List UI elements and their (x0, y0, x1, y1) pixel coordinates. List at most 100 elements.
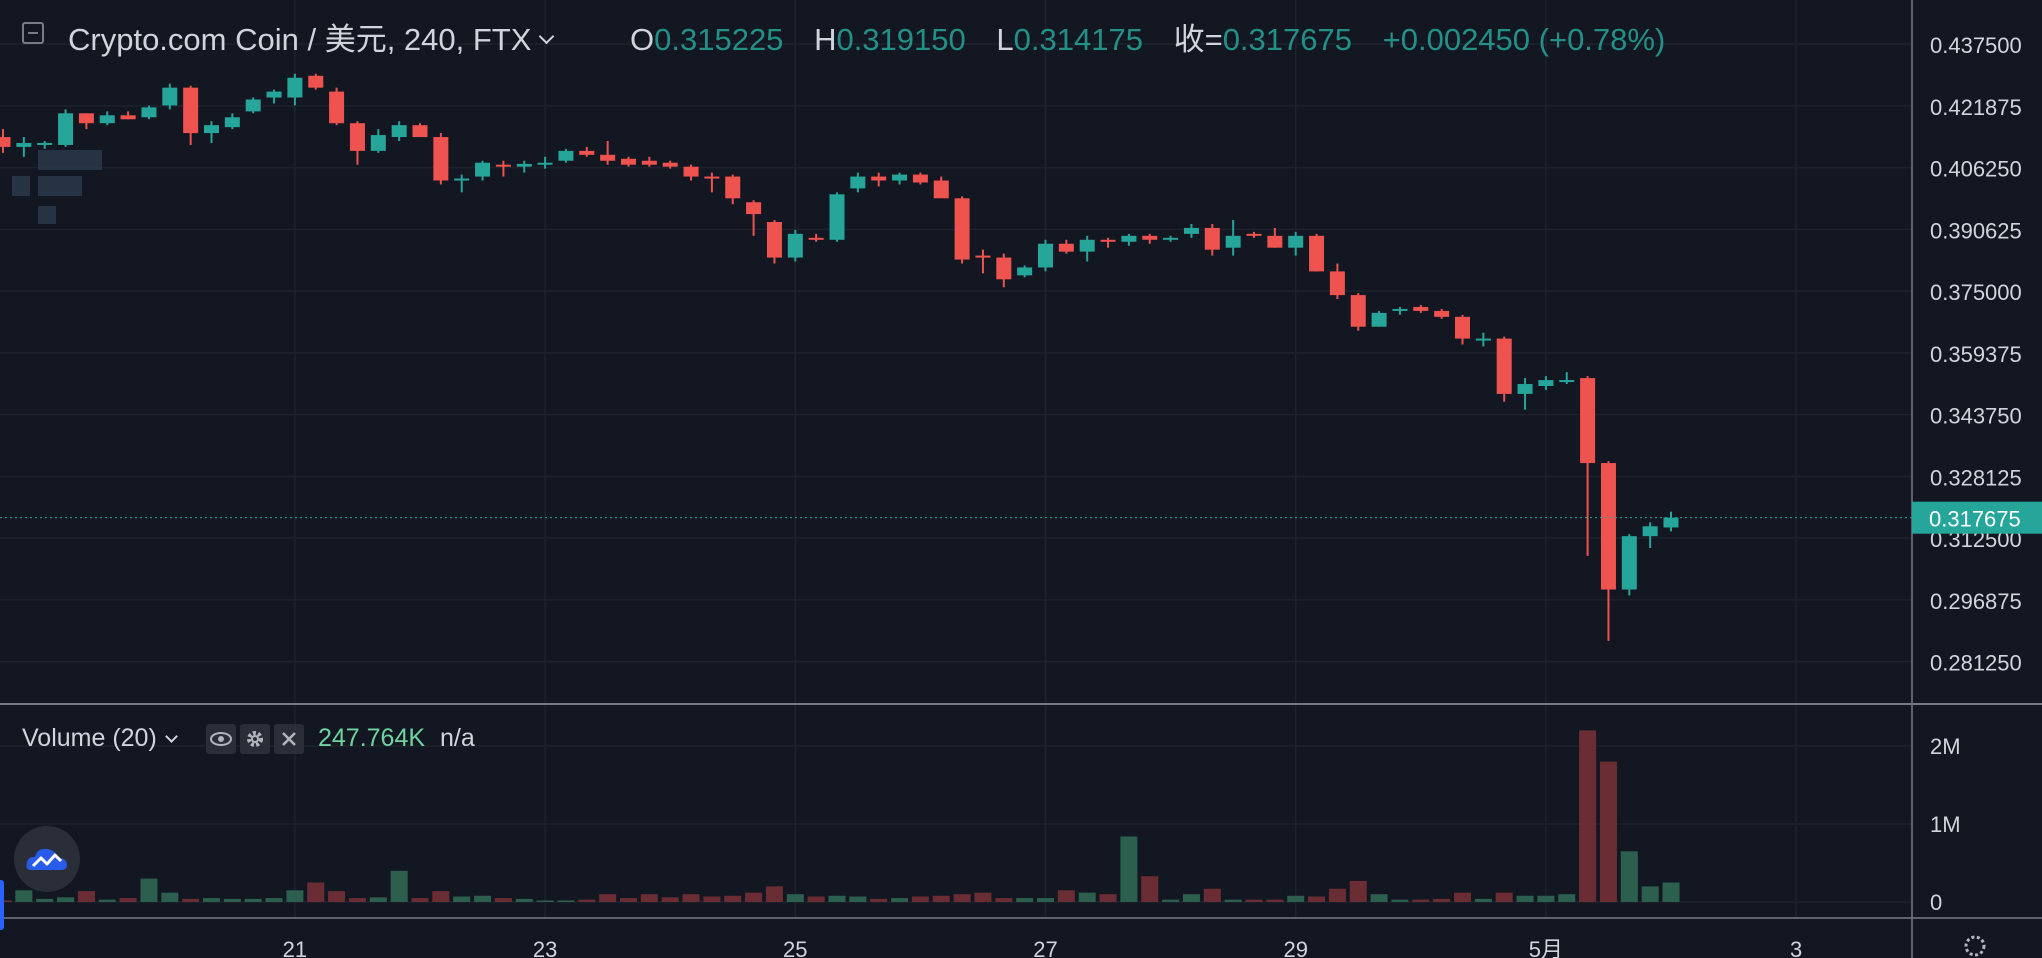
volume-bar (995, 898, 1013, 902)
candle-body (1100, 239, 1116, 242)
volume-bar (161, 892, 179, 902)
volume-bar (578, 899, 596, 902)
volume-bar (119, 898, 137, 902)
volume-bar (1162, 899, 1180, 902)
volume-bar (223, 898, 241, 902)
symbol-title[interactable]: Crypto.com Coin / 美元, 240, FTX (68, 14, 555, 59)
candle-body (412, 125, 428, 138)
volume-bar (1433, 898, 1451, 902)
candle-body (266, 91, 282, 98)
volume-bar (77, 891, 95, 902)
candle-body (1142, 235, 1158, 240)
chevron-down-icon[interactable] (164, 730, 178, 743)
candle-body (162, 87, 178, 106)
trade-marker (12, 176, 30, 196)
close-icon[interactable] (274, 724, 304, 754)
candle-body (1371, 312, 1387, 327)
volume-bar (765, 886, 783, 902)
last-price-badge (1912, 501, 2042, 534)
volume-bar (369, 897, 387, 902)
volume-bar (411, 898, 429, 902)
volume-bar (182, 898, 200, 902)
candle-body (683, 166, 699, 177)
candle-body (1600, 463, 1616, 590)
volume-bar (1245, 899, 1263, 902)
settings-gear-icon[interactable] (1964, 935, 1986, 957)
candle-body (600, 154, 616, 161)
volume-bar (1370, 894, 1388, 902)
volume-bar (265, 898, 283, 902)
volume-bar (1641, 886, 1659, 902)
volume-tick-label: 1M (1930, 812, 1961, 837)
volume-bar (661, 897, 679, 902)
volume-bar (0, 900, 12, 902)
price-tick-label: 0.390625 (1930, 218, 2022, 243)
volume-bar (515, 898, 533, 902)
volume-bar (1078, 892, 1096, 902)
candle-body (912, 174, 928, 183)
volume-bar (15, 890, 33, 902)
candle-body (1475, 338, 1491, 341)
volume-bar (620, 898, 637, 902)
candle-body (641, 160, 657, 165)
volume-bar (536, 900, 554, 902)
tradingview-logo-icon[interactable] (14, 826, 80, 892)
candle-body (1058, 243, 1074, 252)
candle-body (454, 178, 470, 181)
candle-body (204, 125, 219, 134)
volume-tick-label: 2M (1930, 734, 1961, 759)
left-panel-marker[interactable] (0, 880, 4, 930)
volume-bar (432, 891, 450, 902)
volume-bar (891, 898, 909, 902)
candle-body (308, 75, 324, 88)
volume-bar (1620, 851, 1638, 902)
volume-bar (1391, 899, 1409, 902)
volume-bar (911, 896, 929, 902)
high-value: 0.319150 (836, 22, 966, 57)
volume-bar (745, 892, 763, 902)
price-tick-label: 0.281250 (1930, 651, 2022, 676)
eye-icon[interactable] (206, 724, 236, 754)
candle-body (1121, 235, 1137, 242)
collapse-legend-icon[interactable] (22, 22, 44, 44)
candle-body (871, 176, 887, 181)
trade-marker (38, 176, 82, 196)
volume-bar (682, 894, 700, 902)
candle-body (1288, 235, 1304, 248)
gear-icon[interactable] (240, 724, 270, 754)
volume-title[interactable]: Volume (20) (22, 724, 178, 753)
volume-bar (203, 898, 220, 902)
volume-bar (453, 896, 471, 902)
candle-body (99, 115, 115, 124)
price-tick-label: 0.359375 (1930, 342, 2022, 367)
volume-bar (348, 898, 366, 902)
candle-body (746, 202, 762, 215)
price-tick-label: 0.296875 (1930, 589, 2022, 614)
candle-body (766, 222, 782, 258)
candle-body (16, 142, 32, 147)
volume-bar (474, 895, 492, 902)
volume-bar (1599, 761, 1617, 902)
volume-bar (870, 898, 888, 902)
chevron-down-icon[interactable] (539, 28, 555, 45)
volume-bar (1516, 895, 1534, 902)
candle-body (1538, 380, 1554, 386)
volume-bar (140, 878, 158, 902)
time-tick-label: 3 (1790, 937, 1802, 958)
volume-bar (828, 895, 846, 902)
volume-bar (1412, 899, 1430, 902)
candle-body (829, 194, 845, 240)
volume-bar (807, 896, 825, 902)
time-tick-label: 29 (1283, 937, 1307, 958)
time-tick-label: 21 (283, 937, 307, 958)
time-tick-label: 23 (533, 937, 557, 958)
change-value: +0.002450 (+0.78%) (1382, 22, 1666, 57)
candle-body (433, 137, 449, 181)
volume-bar (494, 898, 512, 902)
volume-bar (1016, 898, 1034, 902)
candle-body (1392, 308, 1408, 311)
volume-bar (1349, 880, 1367, 902)
candle-body (1642, 526, 1658, 537)
volume-bar (307, 882, 325, 902)
